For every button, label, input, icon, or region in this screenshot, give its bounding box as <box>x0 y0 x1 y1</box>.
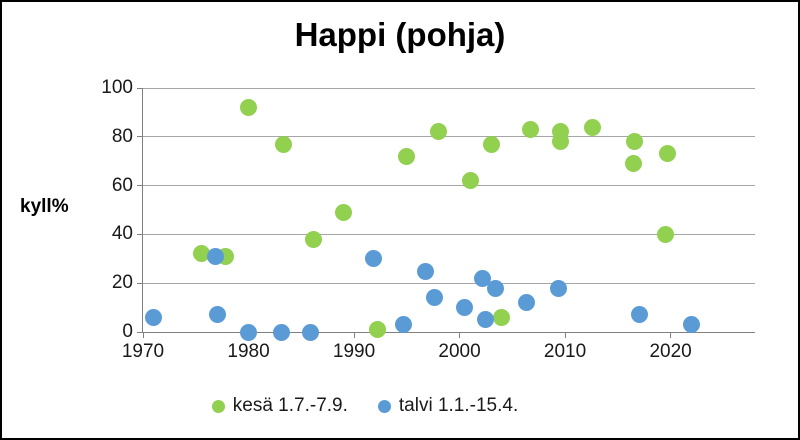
y-tick-label: 20 <box>111 272 133 294</box>
data-point-kesa <box>192 245 210 263</box>
data-point-talvi <box>207 247 225 265</box>
data-point-kesa <box>493 308 511 326</box>
data-point-kesa <box>625 155 643 173</box>
data-point-kesa <box>521 120 539 138</box>
legend: kesä 1.7.-7.9. talvi 1.1.-15.4. <box>2 395 728 417</box>
data-point-talvi <box>364 250 382 268</box>
gridline <box>143 233 755 235</box>
x-tick-label: 2000 <box>438 341 481 362</box>
talvi-series-marker-icon <box>377 399 391 413</box>
y-tick-label: 60 <box>111 174 133 196</box>
y-axis-tick <box>137 87 143 89</box>
y-axis-tick <box>137 282 143 284</box>
x-axis-tick <box>142 332 144 338</box>
data-point-kesa <box>584 118 601 136</box>
data-point-kesa <box>482 135 500 153</box>
y-axis-tick <box>137 331 143 333</box>
chart-title: Happi (pohja) <box>294 16 506 53</box>
data-point-talvi <box>417 262 435 280</box>
legend-item-kesa: kesä 1.7.-7.9. <box>211 395 348 417</box>
data-point-talvi <box>145 308 163 326</box>
data-point-kesa <box>274 135 292 153</box>
data-point-kesa <box>626 133 644 151</box>
data-point-kesa <box>429 123 447 141</box>
data-point-kesa <box>656 225 674 243</box>
y-axis-tick <box>137 185 143 187</box>
y-tick-label: 100 <box>101 77 133 98</box>
y-axis-tick <box>137 136 143 138</box>
x-tick-label: 2010 <box>543 341 587 362</box>
data-point-kesa <box>240 99 258 117</box>
x-tick-label: 2020 <box>649 341 692 362</box>
legend-label-kesa: kesä 1.7.-7.9. <box>232 395 348 416</box>
data-point-kesa <box>552 133 570 151</box>
y-axis-label: kyll% <box>20 196 69 217</box>
data-point-talvi <box>302 323 320 341</box>
x-tick-label: 1970 <box>121 341 165 362</box>
gridline <box>143 185 755 187</box>
x-axis-tick <box>353 332 355 338</box>
data-point-talvi <box>683 316 701 334</box>
y-axis-tick <box>137 233 143 235</box>
gridline <box>143 282 755 284</box>
x-tick-label: 1990 <box>332 341 376 362</box>
data-point-talvi <box>272 323 290 341</box>
y-tick-label: 40 <box>111 223 133 245</box>
data-point-talvi <box>517 294 535 312</box>
data-point-kesa <box>461 172 479 190</box>
data-point-talvi <box>209 306 227 324</box>
legend-label-talvi: talvi 1.1.-15.4. <box>398 395 519 416</box>
y-tick-label: 80 <box>111 125 133 147</box>
x-axis-tick <box>670 332 672 338</box>
kesa-series-marker-icon <box>211 399 225 413</box>
data-point-talvi <box>474 269 492 287</box>
data-point-talvi <box>477 311 495 329</box>
x-tick-label: 1980 <box>227 341 270 362</box>
data-point-talvi <box>395 316 413 334</box>
legend-item-talvi: talvi 1.1.-15.4. <box>377 395 519 417</box>
data-point-kesa <box>334 203 352 221</box>
data-point-talvi <box>550 279 568 297</box>
x-axis-tick <box>459 332 461 338</box>
data-point-kesa <box>398 147 416 165</box>
x-axis-tick <box>564 332 566 338</box>
data-point-talvi <box>486 279 504 297</box>
data-point-kesa <box>658 145 676 163</box>
data-point-kesa <box>368 321 386 339</box>
plot-area: 0 20 40 60 80 100 1970 1980 1990 2000 2010 2020 <box>101 78 755 362</box>
y-tick-label: 0 <box>122 321 133 342</box>
gridline <box>143 87 755 89</box>
gridline <box>143 136 755 138</box>
data-point-kesa <box>305 230 323 248</box>
data-point-talvi <box>456 299 474 317</box>
data-point-talvi <box>631 306 649 324</box>
data-point-talvi <box>425 289 443 307</box>
data-point-talvi <box>240 323 258 341</box>
